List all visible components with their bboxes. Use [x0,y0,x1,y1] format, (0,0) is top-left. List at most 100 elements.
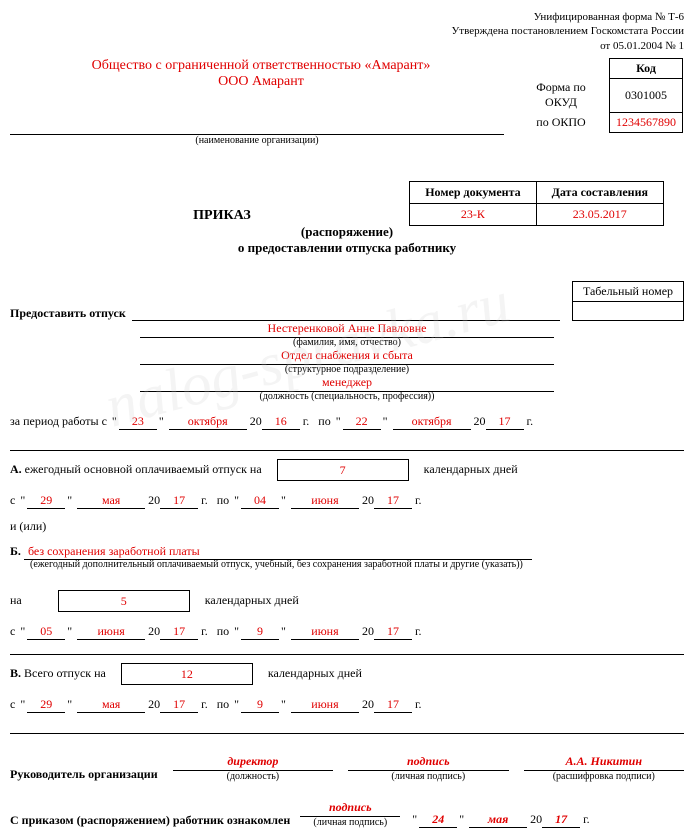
ack-sig-caption: (личная подпись) [300,817,400,828]
codes-table: Код Форма по ОКУД 0301005 по ОКПО 123456… [513,58,683,133]
hr-3 [10,733,684,734]
period-from-yy: 16 [262,414,300,430]
fio-value: Нестеренковой Анне Павловне [140,321,554,338]
b-label: Б. [10,544,21,558]
org-line2: ООО Амарант [218,74,304,89]
a-andor: и (или) [10,519,684,534]
docnum-header: Номер документа [410,181,536,203]
b-days: 5 [58,590,190,612]
g-2: г. [527,414,534,428]
a-from-yy: 17 [160,493,198,509]
v-to-day: 9 [241,697,279,713]
okpo-value: 1234567890 [610,112,683,132]
position-caption: (должность (специальность, профессия)) [140,391,554,402]
y20-1: 20 [250,414,262,428]
b-po: по [217,624,229,638]
head-sig: подпись [348,754,508,771]
b-days-label: календарных дней [205,593,299,607]
b-from-month: июня [77,624,145,640]
ack-month: мая [469,812,527,828]
ack-label: С приказом (распоряжением) работник озна… [10,813,290,828]
period-from-month: октября [169,414,247,430]
form-line1: Унифицированная форма № Т-6 [10,10,684,24]
v-days-label: календарных дней [268,666,362,680]
position-value: менеджер [140,375,554,392]
a-to-yy: 17 [374,493,412,509]
okud-value: 0301005 [610,78,683,112]
b-na: на [10,593,22,607]
acknowledge-row: С приказом (распоряжением) работник озна… [10,800,684,828]
grant-underline [132,304,560,321]
org-codes-layout: Общество с ограниченной ответственностью… [10,57,684,134]
b-to-day: 9 [241,624,279,640]
order-subtitle1: (распоряжение) [10,224,684,240]
b-from-day: 05 [27,624,65,640]
b-type: без сохранения заработной платы [24,544,532,560]
ack-sig: подпись [300,800,400,817]
head-position-caption: (должность) [173,771,333,782]
ack-day: 24 [419,812,457,828]
a-dates-row: с "29" мая 2017 г. по "04" июня 2017 г. [10,493,684,509]
form-line2: Утверждена постановлением Госкомстата Ро… [10,24,684,38]
v-to-month: июня [291,697,359,713]
head-sig-caption: (личная подпись) [348,771,508,782]
head-name: А.А. Никитин [524,754,684,771]
fio-caption: (фамилия, имя, отчество) [140,337,554,348]
period-to-label: по [318,414,330,428]
b-to-yy: 17 [374,624,412,640]
a-from-month: мая [77,493,145,509]
grant-row: Предоставить отпуск Табельный номер [10,281,684,321]
b-to-month: июня [291,624,359,640]
ack-yy: 17 [542,812,580,828]
b-days-row: на 5 календарных дней [10,590,684,612]
period-to-month: октября [393,414,471,430]
tabnum-box: Табельный номер [572,281,684,321]
ack-g: г. [583,812,590,826]
period-from-day: 23 [119,414,157,430]
code-header: Код [610,58,683,78]
a-label: А. [10,462,22,476]
okud-label: Форма по ОКУД [513,78,610,112]
a-to-day: 04 [241,493,279,509]
g-1: г. [303,414,310,428]
tabnum-header: Табельный номер [573,282,683,302]
head-name-caption: (расшифровка подписи) [524,771,684,782]
ack-y20: 20 [530,812,542,826]
order-subtitle2: о предоставлении отпуска работнику [10,240,684,256]
form-line3: от 05.01.2004 № 1 [10,39,684,53]
a-po: по [217,493,229,507]
v-dates-row: с "29" мая 2017 г. по "9" июня 2017 г. [10,697,684,713]
org-line1: Общество с ограниченной ответственностью… [92,58,431,73]
v-label: В. [10,666,21,680]
v-from-day: 29 [27,697,65,713]
tabnum-value [573,302,683,320]
v-s: с [10,697,15,711]
a-days: 7 [277,459,409,481]
b-caption: (ежегодный дополнительный оплачиваемый о… [10,559,684,570]
okpo-label: по ОКПО [513,112,610,132]
v-from-yy: 17 [160,697,198,713]
v-to-yy: 17 [374,697,412,713]
dept-caption: (структурное подразделение) [140,364,554,375]
period-label: за период работы с [10,414,107,428]
grant-label: Предоставить отпуск [10,306,132,321]
section-b: Б. без сохранения заработной платы [10,544,684,560]
b-from-yy: 17 [160,624,198,640]
v-po: по [217,697,229,711]
hr-1 [10,450,684,451]
a-from-day: 29 [27,493,65,509]
hr-2 [10,654,684,655]
a-days-label: календарных дней [424,462,518,476]
org-name: Общество с ограниченной ответственностью… [11,58,511,90]
v-from-month: мая [77,697,145,713]
work-period-row: за период работы с "23" октября 2016 г. … [10,414,684,430]
a-text: ежегодный основной оплачиваемый отпуск н… [25,462,262,476]
y20-2: 20 [474,414,486,428]
dept-value: Отдел снабжения и сбыта [140,348,554,365]
head-signature-row: Руководитель организации директор (должн… [10,754,684,782]
a-to-month: июня [291,493,359,509]
docdate-header: Дата составления [536,181,663,203]
form-header: Унифицированная форма № Т-6 Утверждена п… [10,10,684,53]
section-v: В. Всего отпуск на 12 календарных дней [10,663,684,685]
b-dates-row: с "05" июня 2017 г. по "9" июня 2017 г. [10,624,684,640]
